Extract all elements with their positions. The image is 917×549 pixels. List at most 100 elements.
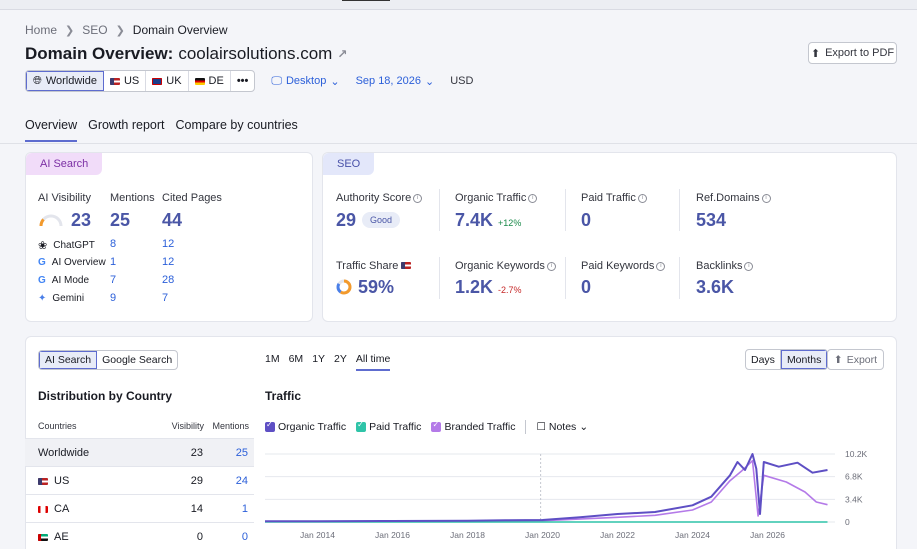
toggle-days[interactable]: Days	[746, 350, 781, 369]
visibility-cell: 23	[190, 447, 203, 459]
info-icon[interactable]: i	[656, 261, 666, 271]
google-icon: G	[38, 275, 46, 286]
range-2y[interactable]: 2Y	[334, 353, 347, 365]
location-more-button[interactable]: •••	[231, 71, 255, 91]
info-icon[interactable]: i	[413, 193, 423, 203]
info-icon[interactable]: i	[761, 193, 771, 203]
gemini-mentions[interactable]: 9	[110, 292, 117, 304]
export-label: Export	[846, 353, 878, 366]
source-name: Gemini	[52, 293, 85, 304]
mentions-cell[interactable]: 24	[235, 475, 248, 487]
toggle-google-search[interactable]: Google Search	[102, 354, 173, 366]
globe-icon: 🌐︎	[33, 74, 42, 87]
range-all-time[interactable]: All time	[355, 353, 391, 371]
location-worldwide[interactable]: 🌐︎ Worldwide	[26, 71, 104, 91]
ai-mode-cited[interactable]: 28	[162, 274, 175, 286]
gemini-icon: ✦	[38, 293, 47, 304]
breadcrumb-seo[interactable]: SEO	[82, 23, 108, 37]
info-icon[interactable]: i	[546, 261, 556, 271]
export-pdf-button[interactable]: ⬆ Export to PDF	[808, 42, 897, 64]
series-line-branded-traffic	[265, 459, 828, 523]
toggle-ai-search[interactable]: AI Search	[39, 351, 98, 369]
location-de[interactable]: DE	[189, 71, 231, 91]
us-flag-icon	[38, 477, 48, 485]
mentions-cell[interactable]: 0	[241, 531, 248, 543]
page-title: Domain Overview: coolairsolutions.com ↗	[25, 44, 347, 64]
external-link-icon[interactable]: ↗	[337, 47, 348, 61]
x-tick-label: Jan 2020	[525, 530, 560, 540]
ca-flag-icon	[38, 505, 48, 513]
authority-score-label: Authority Score i	[336, 192, 423, 204]
table-row[interactable]: AE 0 0	[25, 522, 254, 549]
x-tick-label: Jan 2014	[300, 530, 335, 540]
currency-label: USD	[450, 75, 474, 87]
gemini-cited[interactable]: 7	[162, 292, 169, 304]
tab-overview[interactable]: Overview	[25, 118, 78, 142]
breadcrumb-current: Domain Overview	[132, 23, 228, 37]
ai-overview-mentions[interactable]: 1	[110, 256, 117, 268]
ai-mode-mentions[interactable]: 7	[110, 274, 117, 286]
traffic-share-label: Traffic Share	[336, 260, 412, 272]
legend-label: Branded Traffic	[444, 421, 516, 433]
paid-keywords-value[interactable]: 0	[581, 277, 592, 297]
legend-organic[interactable]: Organic Traffic	[265, 420, 346, 433]
breadcrumb-home[interactable]: Home	[25, 23, 58, 37]
mentions-cell[interactable]: 1	[241, 503, 248, 515]
backlinks-value[interactable]: 3.6K	[696, 277, 735, 297]
series-line-organic-traffic	[265, 453, 828, 523]
table-row[interactable]: US 29 24	[25, 466, 254, 494]
notes-dropdown[interactable]: ☐ Notes ⌄	[536, 421, 588, 433]
location-label: Worldwide	[45, 75, 97, 87]
info-icon[interactable]: i	[637, 193, 647, 203]
export-pdf-label: Export to PDF	[825, 47, 895, 59]
mentions-cell[interactable]: 25	[235, 447, 248, 459]
toggle-months[interactable]: Months	[780, 350, 828, 369]
cited-pages-label: Cited Pages	[162, 192, 222, 204]
device-dropdown[interactable]: 🖵︎ Desktop ⌄	[271, 75, 339, 88]
legend-branded[interactable]: Branded Traffic	[431, 420, 516, 433]
organic-traffic-value[interactable]: 7.4K +12%	[455, 210, 522, 230]
visibility-cell: 14	[190, 503, 203, 515]
authority-score-value[interactable]: 29	[336, 210, 357, 230]
uk-flag-icon	[152, 77, 163, 85]
range-6m[interactable]: 6M	[288, 353, 304, 365]
chevron-right-icon: ❯	[115, 24, 125, 37]
x-tick-label: Jan 2024	[675, 530, 710, 540]
x-tick-label: Jan 2016	[375, 530, 410, 540]
chevron-down-icon: ⌄	[579, 421, 589, 433]
date-dropdown[interactable]: Sep 18, 2026 ⌄	[356, 75, 435, 88]
chatgpt-cited[interactable]: 12	[162, 238, 175, 250]
tab-compare-by-countries[interactable]: Compare by countries	[175, 118, 298, 132]
tab-growth-report[interactable]: Growth report	[88, 118, 165, 132]
visibility-cell: 0	[196, 531, 203, 543]
table-row[interactable]: Worldwide 23 25	[25, 438, 254, 466]
country-name: Worldwide	[38, 447, 90, 459]
ref-domains-value[interactable]: 534	[696, 210, 727, 230]
info-icon[interactable]: i	[528, 193, 538, 203]
info-icon[interactable]: i	[744, 261, 754, 271]
x-tick-label: Jan 2026	[750, 530, 785, 540]
chatgpt-mentions[interactable]: 8	[110, 238, 117, 250]
country-name: AE	[54, 531, 69, 543]
organic-keywords-value[interactable]: 1.2K -2.7%	[455, 277, 522, 297]
ai-search-card: AI Search AI Visibility 23 Mentions 25 C…	[25, 152, 313, 322]
ai-visibility-label: AI Visibility	[38, 192, 91, 204]
ref-domains-label: Ref.Domains i	[696, 192, 771, 204]
x-tick-label: Jan 2018	[450, 530, 485, 540]
col-visibility: Visibility	[171, 421, 204, 431]
range-1y[interactable]: 1Y	[312, 353, 326, 365]
location-uk[interactable]: UK	[146, 71, 189, 91]
tabs-divider	[0, 143, 917, 144]
mentions-label: Mentions	[110, 192, 155, 204]
export-button[interactable]: ⬆ Export	[827, 349, 884, 370]
table-row[interactable]: CA 14 1	[25, 494, 254, 522]
source-gemini: ✦ Gemini	[38, 293, 84, 304]
y-tick-label: 10.2K	[845, 449, 868, 459]
range-1m[interactable]: 1M	[265, 353, 280, 365]
location-us[interactable]: US	[104, 71, 147, 91]
legend-paid[interactable]: Paid Traffic	[356, 420, 421, 433]
ai-overview-cited[interactable]: 12	[162, 256, 175, 268]
google-icon: G	[38, 257, 46, 268]
more-icon: •••	[236, 75, 249, 87]
paid-traffic-value[interactable]: 0	[581, 210, 592, 230]
